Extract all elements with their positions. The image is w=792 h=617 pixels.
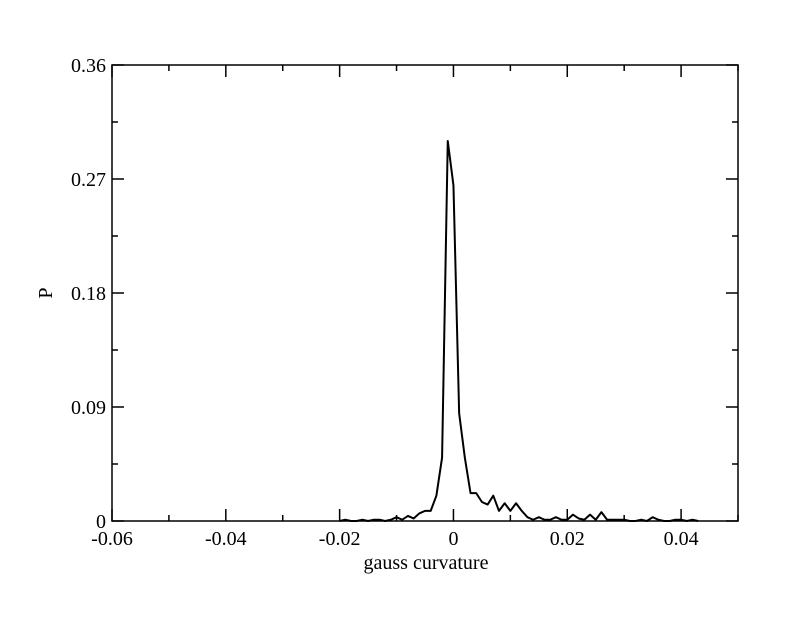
y-tick-label: 0.36 bbox=[71, 55, 106, 77]
plot-frame bbox=[111, 64, 739, 522]
y-tick-label: 0.27 bbox=[71, 169, 106, 191]
x-tick-label: 0.02 bbox=[550, 528, 585, 550]
data-line bbox=[339, 140, 699, 522]
x-tick-label: 0 bbox=[448, 528, 458, 550]
y-tick-label: 0 bbox=[96, 511, 106, 533]
x-axis-label: gauss curvature bbox=[364, 552, 489, 574]
x-tick-label: -0.02 bbox=[319, 528, 361, 550]
x-tick-label: -0.04 bbox=[205, 528, 247, 550]
x-tick-label: -0.06 bbox=[91, 528, 133, 550]
y-axis-label: P bbox=[35, 287, 57, 298]
y-tick-label: 0.09 bbox=[71, 397, 106, 419]
y-tick-label: 0.18 bbox=[71, 283, 106, 305]
x-tick-label: 0.04 bbox=[664, 528, 699, 550]
